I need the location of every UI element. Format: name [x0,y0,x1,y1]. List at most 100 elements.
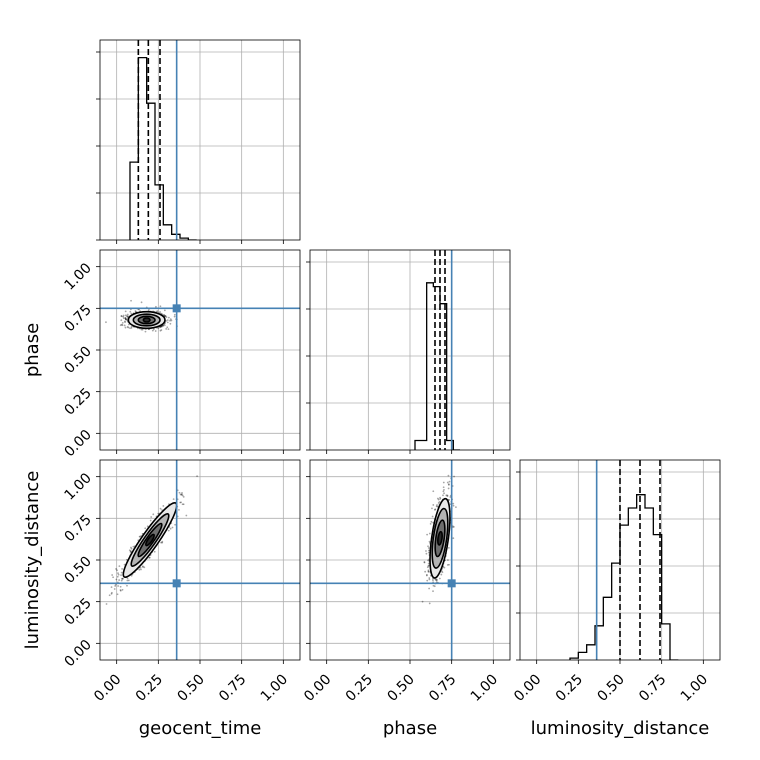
sample-point [159,326,162,329]
sample-point [124,321,126,324]
sample-point [169,322,172,325]
sample-point [180,493,183,496]
sample-point [446,495,449,497]
x-tick-label: 0.50 [384,672,417,705]
sample-point [160,329,163,331]
sample-point [96,599,98,601]
sample-point [121,568,123,570]
sample-point [122,314,125,317]
sample-point [441,571,444,574]
sample-point [421,600,424,603]
sample-point [448,499,450,501]
x-tick-label: 1.00 [258,672,291,705]
sample-point [434,579,437,581]
histogram-luminosity_distance [569,494,679,660]
sample-point [452,502,455,505]
sample-point [118,565,121,568]
sample-point [130,325,133,328]
x-tick-label: 0.50 [594,672,627,705]
sample-point [126,326,129,328]
sample-point [428,532,431,535]
sample-point [434,508,437,511]
sample-point [169,318,172,320]
sample-point [126,313,129,316]
sample-point [120,577,123,580]
sample-point [426,579,429,582]
sample-point [122,317,125,320]
x-tick-label: 0.50 [174,672,207,705]
sample-point [431,507,433,510]
sample-point [132,545,135,548]
sample-point [427,569,430,572]
sample-point [439,496,441,499]
sample-point [124,310,127,313]
panel-content [100,250,300,450]
sample-point [453,475,455,478]
sample-point [169,527,172,530]
sample-point [116,593,119,596]
sample-point [152,513,155,516]
sample-point [162,324,164,327]
sample-point [140,328,143,331]
sample-point [448,563,450,566]
sample-point [166,326,169,329]
sample-point [159,329,162,332]
x-tick-label: 0.00 [301,672,334,705]
sample-point [425,574,428,577]
sample-point [120,571,123,574]
sample-point [114,585,117,587]
sample-point [159,507,162,510]
sample-point [185,514,188,517]
sample-point [121,577,124,580]
sample-point [423,561,426,563]
sample-point [141,328,144,331]
sample-point [130,299,132,302]
sample-point [170,319,173,322]
sample-point [165,316,168,319]
sample-point [434,508,436,511]
sample-point [447,483,450,486]
sample-point [162,324,164,327]
contour-level-3 [142,317,151,323]
sample-point [446,564,449,566]
sample-point [432,590,434,593]
sample-point [178,508,180,511]
sample-point [455,506,457,509]
sample-point [442,494,444,497]
sample-point [160,325,163,328]
panel-r1-c0: 0.00 0.25 0.50 0.75 1.00 [61,249,301,460]
sample-point [128,549,131,552]
sample-point [429,522,432,525]
sample-point [108,594,111,597]
sample-point [428,564,430,567]
sample-point [124,326,127,329]
sample-point [157,512,160,515]
sample-point [427,565,430,567]
sample-point [122,315,124,318]
sample-point [129,550,132,552]
sample-point [105,321,107,324]
sample-point [120,319,123,322]
sample-point [123,324,126,327]
sample-point [448,480,451,483]
sample-point [130,312,133,315]
sample-point [428,578,431,581]
sample-point [423,561,426,564]
sample-point [428,602,431,605]
y-tick-label: 0.25 [61,385,94,418]
sample-point [167,316,170,319]
y-tick-label: 0.50 [61,554,94,587]
sample-point [117,572,119,575]
sample-point [181,492,183,494]
y-tick-label: 0.75 [61,512,94,545]
sample-point [148,556,151,559]
sample-point [149,519,152,522]
sample-point [151,329,154,332]
y-tick-label: 0.50 [61,344,94,377]
sample-point [427,570,430,573]
sample-point [161,541,164,544]
sample-point [140,301,143,304]
contour-level-3 [145,533,155,547]
sample-point [120,574,122,577]
sample-point [121,324,124,327]
